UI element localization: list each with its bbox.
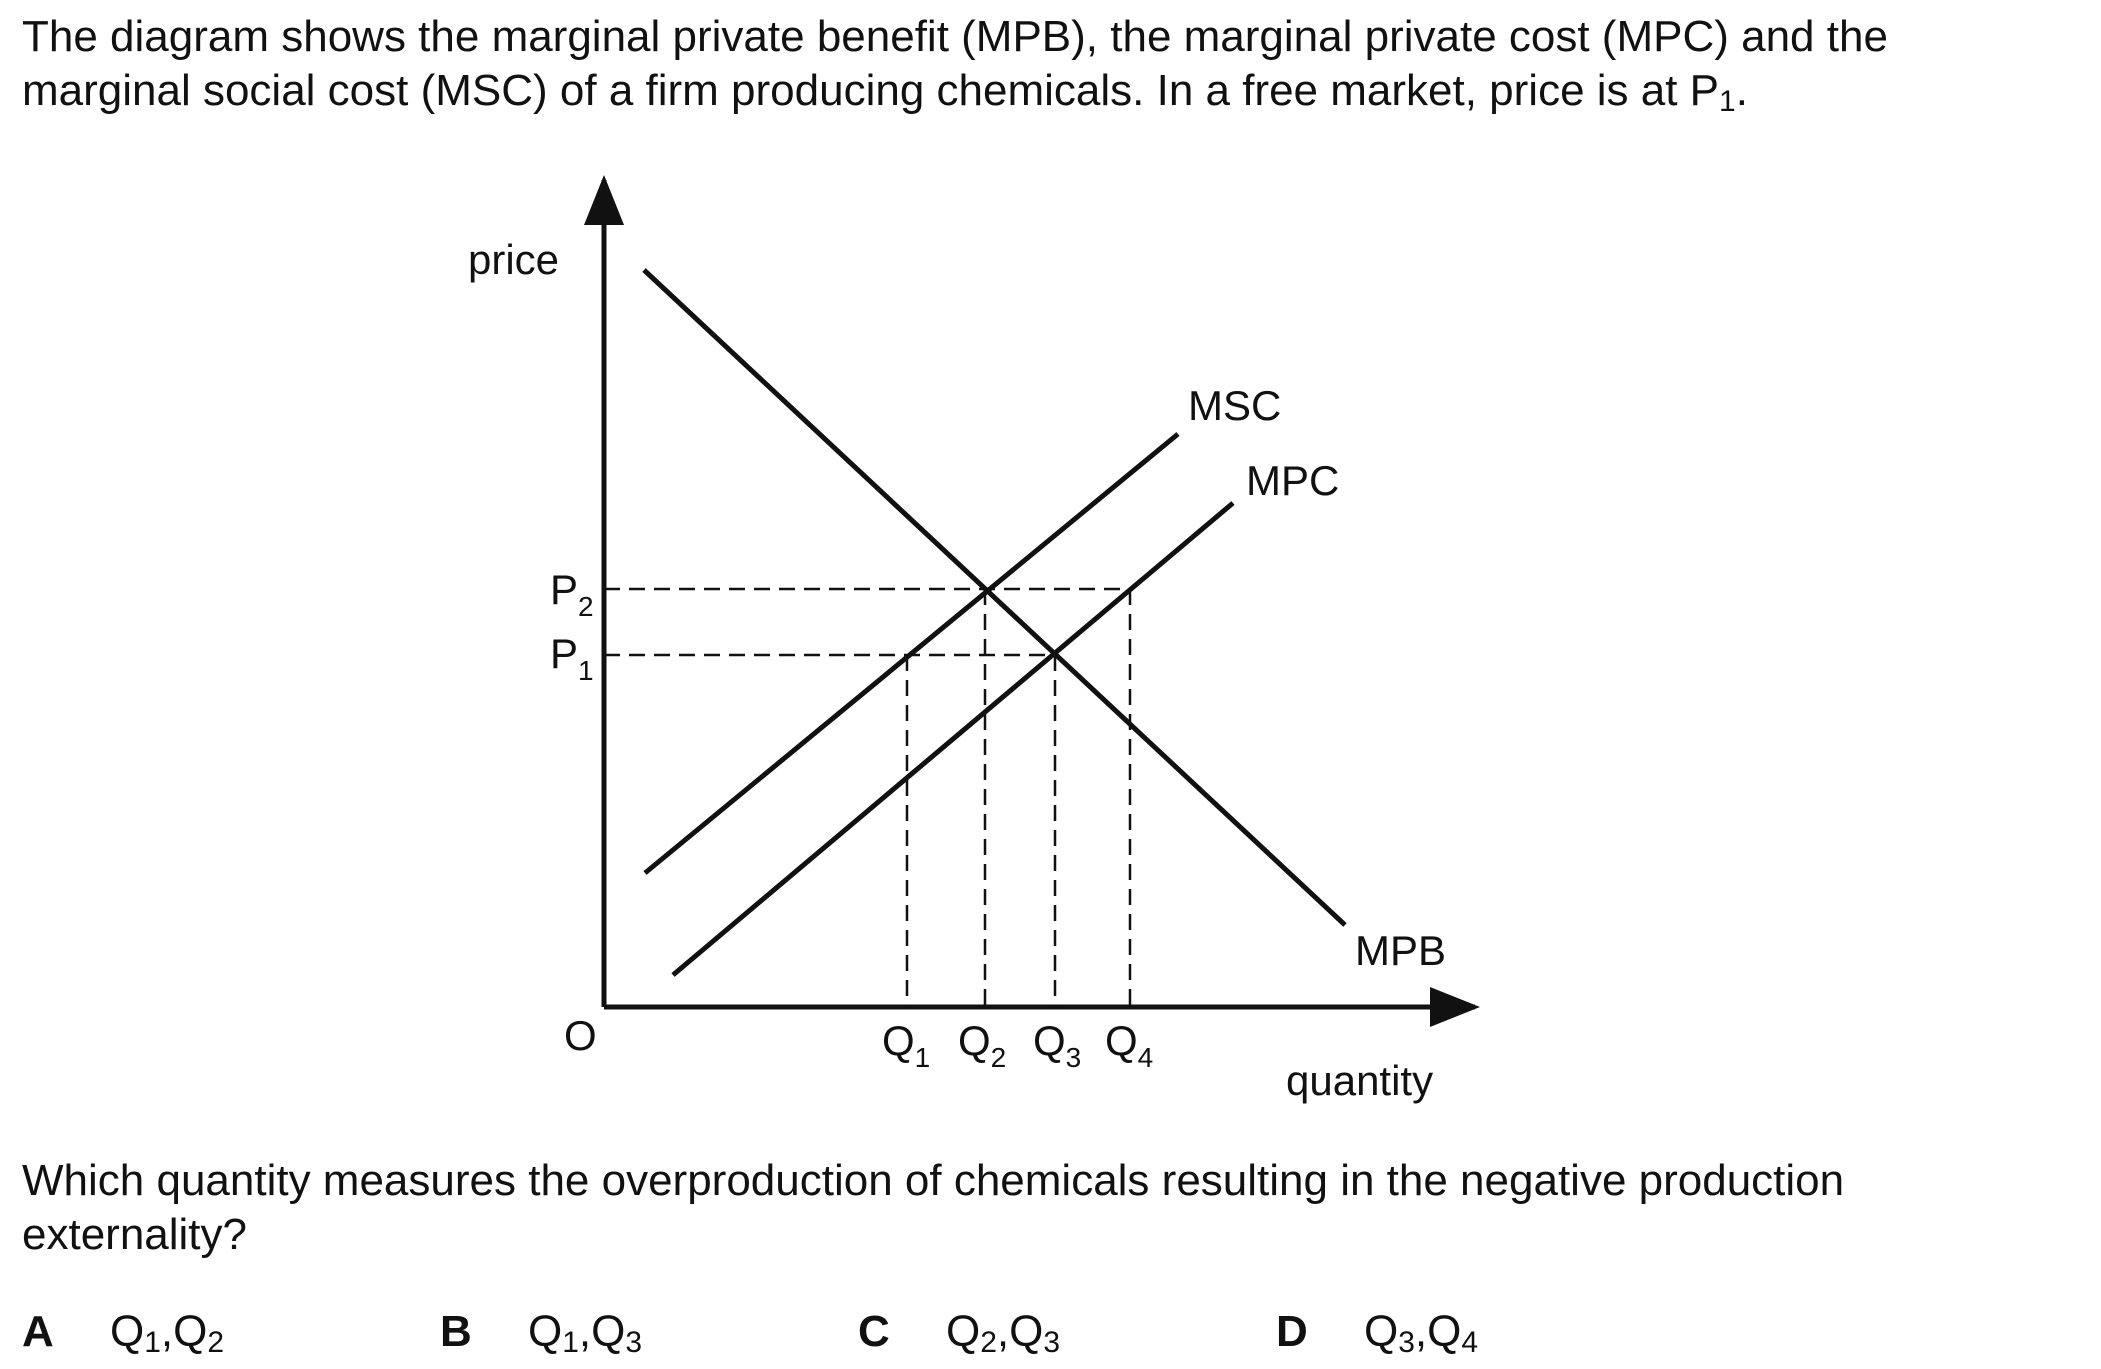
answer-options: A Q1,Q2 B Q1,Q3 C Q2,Q3 D Q3,Q4	[0, 1305, 2101, 1365]
p1-sub: 1	[578, 655, 594, 686]
q4-sub: 4	[1138, 1042, 1154, 1073]
question-intro: The diagram shows the marginal private b…	[22, 10, 2022, 118]
q1-main: Q	[882, 1017, 915, 1064]
mpb-label: MPB	[1355, 927, 1446, 974]
q3-sub: 3	[1066, 1042, 1082, 1073]
q1-sub: 1	[915, 1042, 931, 1073]
prompt-line-1: Which quantity measures the overproducti…	[22, 1156, 1845, 1205]
intro-line-2: marginal social cost (MSC) of a firm pro…	[22, 66, 1748, 118]
x-axis-label: quantity	[1286, 1057, 1433, 1104]
q4-main: Q	[1105, 1017, 1138, 1064]
y-axis-label: price	[468, 236, 559, 283]
option-text: Q3,Q4	[1364, 1307, 1479, 1359]
question-prompt: Which quantity measures the overproducti…	[22, 1154, 2022, 1262]
guide-lines	[604, 587, 1132, 1007]
p2-main: P	[550, 566, 578, 613]
q2-main: Q	[958, 1017, 991, 1064]
option-letter: A	[22, 1307, 54, 1356]
mpb-curve	[642, 268, 1347, 927]
prompt-line-2: externality?	[22, 1210, 248, 1259]
q3-label: Q3	[1033, 1017, 1081, 1073]
q2-sub: 2	[991, 1042, 1007, 1073]
origin-label: O	[564, 1012, 597, 1059]
msc-curve	[643, 432, 1180, 875]
q4-label: Q4	[1105, 1017, 1153, 1073]
q3-main: Q	[1033, 1017, 1066, 1064]
p1-main: P	[550, 630, 578, 677]
p1-label: P1	[550, 630, 594, 686]
option-d[interactable]: D Q3,Q4	[1276, 1305, 1478, 1359]
option-a[interactable]: A Q1,Q2	[22, 1305, 224, 1359]
q2-label: Q2	[958, 1017, 1006, 1073]
p2-label: P2	[550, 566, 594, 622]
option-letter: D	[1276, 1307, 1308, 1356]
q1-label: Q1	[882, 1017, 930, 1073]
p2-sub: 2	[578, 591, 594, 622]
option-c[interactable]: C Q2,Q3	[858, 1305, 1060, 1359]
option-text: Q1,Q2	[110, 1307, 225, 1359]
option-letter: B	[440, 1307, 472, 1356]
option-letter: C	[858, 1307, 890, 1356]
option-b[interactable]: B Q1,Q3	[440, 1305, 642, 1359]
option-text: Q1,Q3	[528, 1307, 643, 1359]
mpc-curve	[671, 501, 1235, 977]
intro-line-1: The diagram shows the marginal private b…	[22, 12, 1888, 61]
msc-label: MSC	[1188, 382, 1281, 429]
option-text: Q2,Q3	[946, 1307, 1061, 1359]
mpc-label: MPC	[1246, 457, 1339, 504]
